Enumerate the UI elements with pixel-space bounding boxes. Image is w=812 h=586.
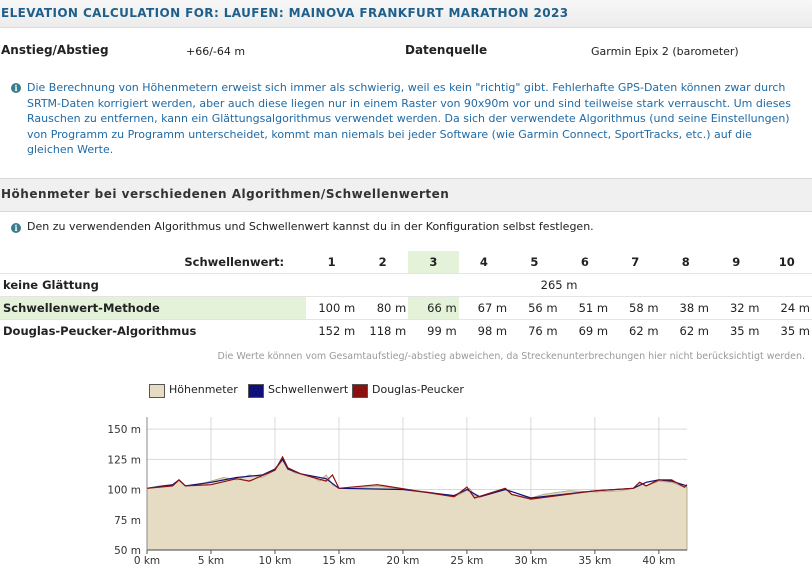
chart-axes: 50 m 75 m 100 m 125 m 150 m 0 km 5 km 10 km 15 k… (107, 417, 687, 567)
info-icon: i (11, 223, 21, 233)
threshold-6[interactable]: 6 (580, 255, 589, 269)
config-note-text: Den zu verwendenden Algorithmus und Schw… (27, 220, 594, 233)
table-cell-selected: 66 m (408, 296, 459, 320)
table-cell: 69 m (559, 319, 611, 342)
x-tick-label: 40 km (642, 555, 675, 567)
table-cell: 58 m (610, 296, 661, 320)
table-cell: 67 m (458, 296, 510, 320)
y-tick-label: 150 m (107, 424, 141, 436)
source-label: Datenquelle (405, 43, 488, 57)
x-tick-label: 35 km (578, 555, 611, 567)
legend-label: Schwellenwert (268, 383, 349, 396)
threshold-4[interactable]: 4 (479, 255, 488, 269)
legend-label: Höhenmeter (169, 383, 238, 396)
table-cell: 99 m (408, 319, 459, 342)
threshold-1[interactable]: 1 (327, 255, 336, 269)
table-cell: 62 m (660, 319, 711, 342)
table-cell: 56 m (509, 296, 560, 320)
series-line-douglas-peucker (146, 455, 688, 500)
legend-swatch (352, 384, 368, 398)
table-cell: 32 m (711, 296, 762, 320)
threshold-8[interactable]: 8 (681, 255, 690, 269)
summary-row: Anstieg/Abstieg +66/-64 m Datenquelle Ga… (0, 43, 812, 61)
table-cell: 80 m (357, 296, 409, 320)
table-cell: 35 m (711, 319, 762, 342)
legend-label: Douglas-Peucker (372, 383, 464, 396)
page-title: ELEVATION CALCULATION FOR: LAUFEN: MAINO… (1, 6, 569, 20)
table-cell: 62 m (610, 319, 661, 342)
threshold-2[interactable]: 2 (378, 255, 387, 269)
y-tick-label: 125 m (107, 454, 141, 466)
info-text: Die Berechnung von Höhenmetern erweist s… (27, 81, 791, 156)
chart-series (146, 455, 688, 551)
row-name[interactable]: Douglas-Peucker-Algorithmus (0, 319, 307, 342)
y-tick-label: 75 m (114, 515, 141, 527)
x-tick-label: 15 km (322, 555, 355, 567)
page-header: ELEVATION CALCULATION FOR: LAUFEN: MAINO… (0, 0, 812, 28)
row-name: keine Glättung (0, 273, 307, 297)
legend-swatch (149, 384, 165, 398)
table-row[interactable]: Douglas-Peucker-Algorithmus 152 m 118 m … (0, 319, 812, 342)
footnote: Die Werte können vom Gesamtaufstieg/-abs… (217, 351, 805, 362)
threshold-10[interactable]: 10 (778, 255, 795, 269)
table-cell: 38 m (660, 296, 711, 320)
x-tick-label: 25 km (450, 555, 483, 567)
y-tick-label: 50 m (114, 545, 141, 557)
table-cell: 100 m (306, 296, 358, 320)
info-message: i Die Berechnung von Höhenmetern erweist… (11, 80, 801, 158)
info-icon: i (11, 83, 21, 93)
config-note: i Den zu verwendenden Algorithmus und Sc… (11, 220, 594, 233)
x-tick-label: 20 km (386, 555, 419, 567)
threshold-7[interactable]: 7 (631, 255, 640, 269)
threshold-3-selected[interactable]: 3 (408, 251, 459, 274)
x-tick-label: 10 km (258, 555, 291, 567)
elevation-chart[interactable]: 50 m 75 m 100 m 125 m 150 m 0 km 5 km 10 km 15 k… (0, 405, 812, 586)
threshold-5[interactable]: 5 (530, 255, 539, 269)
table-cell: 35 m (761, 319, 812, 342)
table-row: keine Glättung 265 m (0, 273, 812, 297)
x-tick-label: 30 km (514, 555, 547, 567)
source-value: Garmin Epix 2 (barometer) (591, 45, 739, 58)
table-cell: 51 m (559, 296, 611, 320)
table-row[interactable]: Schwellenwert-Methode 100 m 80 m 66 m 67… (0, 296, 812, 320)
x-tick-label: 0 km (134, 555, 160, 567)
threshold-label: Schwellenwert: (184, 255, 285, 269)
section-title: Höhenmeter bei verschiedenen Algorithmen… (1, 187, 450, 201)
threshold-header-row: Schwellenwert: 1 2 3 4 5 6 7 8 9 10 (0, 251, 812, 274)
table-cell: 118 m (357, 319, 409, 342)
algorithm-table: Schwellenwert: 1 2 3 4 5 6 7 8 9 10 kein… (0, 251, 812, 342)
x-tick-label: 5 km (198, 555, 224, 567)
ascent-value: +66/-64 m (186, 45, 246, 58)
no-smoothing-value: 265 m (306, 273, 812, 297)
threshold-9[interactable]: 9 (732, 255, 741, 269)
y-tick-label: 100 m (107, 485, 141, 497)
table-cell: 152 m (306, 319, 358, 342)
section-header: Höhenmeter bei verschiedenen Algorithmen… (0, 178, 812, 212)
table-cell: 76 m (509, 319, 560, 342)
legend-swatch (248, 384, 264, 398)
ascent-label: Anstieg/Abstieg (1, 43, 109, 57)
row-name-selected[interactable]: Schwellenwert-Methode (0, 296, 307, 320)
table-cell: 24 m (761, 296, 812, 320)
table-cell: 98 m (458, 319, 510, 342)
